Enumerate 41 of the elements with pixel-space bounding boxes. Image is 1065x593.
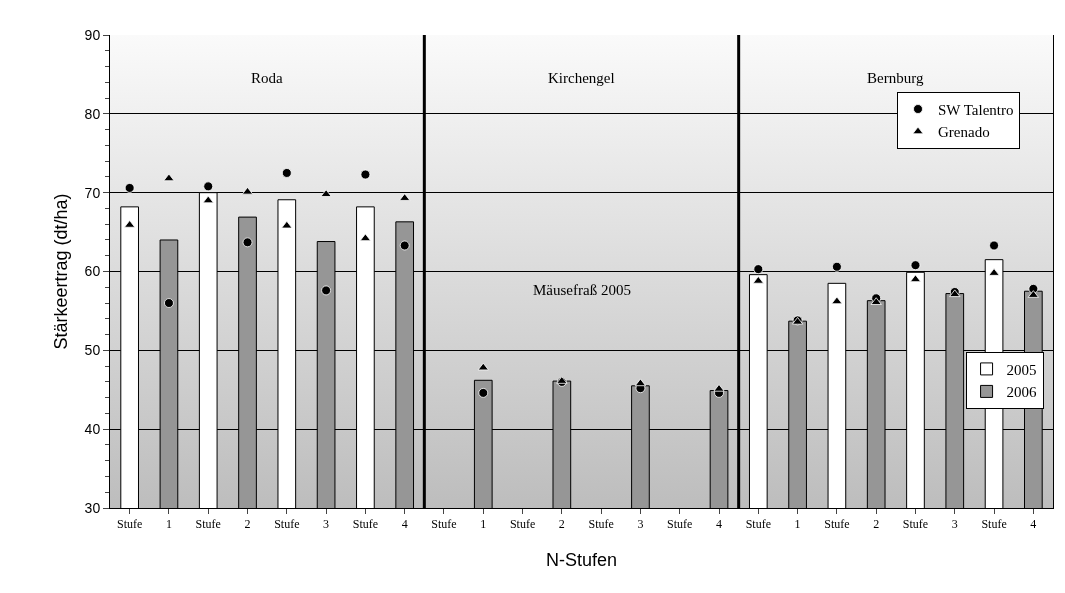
x-tick-label: Stufe bbox=[116, 517, 143, 532]
x-tick-label: Stufe bbox=[588, 517, 614, 532]
y-tick-label: 30 bbox=[84, 499, 101, 516]
x-tick-label: Stufe bbox=[509, 517, 536, 532]
y-axis-title: Stärkeertrag (dt/ha) bbox=[50, 193, 71, 350]
legend-label: Grenado bbox=[937, 124, 990, 141]
x-tick-label: Stufe bbox=[902, 517, 929, 532]
annotation: Mäusefraß 2005 bbox=[533, 282, 631, 298]
y-tick-label: 60 bbox=[84, 263, 101, 280]
y-tick-label: 90 bbox=[84, 26, 101, 43]
x-tick-label: Stufe bbox=[745, 517, 771, 532]
annotation: Kirchengel bbox=[548, 70, 615, 86]
x-tick-label: 4 bbox=[716, 517, 723, 532]
x-tick-label: Stufe bbox=[195, 517, 221, 532]
x-tick-label: Stufe bbox=[667, 517, 693, 532]
x-tick-label: Stufe bbox=[431, 517, 457, 532]
x-tick-label: 1 bbox=[794, 517, 801, 532]
y-tick-label: 40 bbox=[84, 421, 101, 438]
legend-label: SW Talentro bbox=[937, 101, 1014, 118]
annotation: Bernburg bbox=[867, 70, 924, 86]
legend-label: 2005 bbox=[1006, 361, 1037, 378]
x-tick-label: Stufe bbox=[824, 517, 850, 532]
legend-label: 2006 bbox=[1006, 384, 1038, 401]
x-tick-label: 3 bbox=[323, 517, 330, 532]
y-tick-label: 80 bbox=[84, 105, 101, 122]
x-tick-label: Stufe bbox=[274, 517, 300, 532]
x-tick-label: 3 bbox=[951, 517, 958, 532]
x-tick-label: 4 bbox=[401, 517, 408, 532]
x-tick-label: 3 bbox=[637, 517, 644, 532]
x-tick-label: 1 bbox=[480, 517, 487, 532]
x-tick-label: 2 bbox=[873, 517, 880, 532]
x-tick-label: 4 bbox=[1030, 517, 1037, 532]
annotation: Roda bbox=[251, 70, 283, 86]
y-tick-label: 70 bbox=[84, 184, 101, 201]
x-tick-label: Stufe bbox=[352, 517, 379, 532]
y-tick-label: 50 bbox=[84, 342, 101, 359]
x-tick-label: 2 bbox=[244, 517, 251, 532]
x-axis-title: N-Stufen bbox=[545, 549, 618, 570]
x-tick-label: 1 bbox=[165, 517, 172, 532]
x-tick-label: Stufe bbox=[981, 517, 1007, 532]
x-tick-label: 2 bbox=[558, 517, 565, 532]
